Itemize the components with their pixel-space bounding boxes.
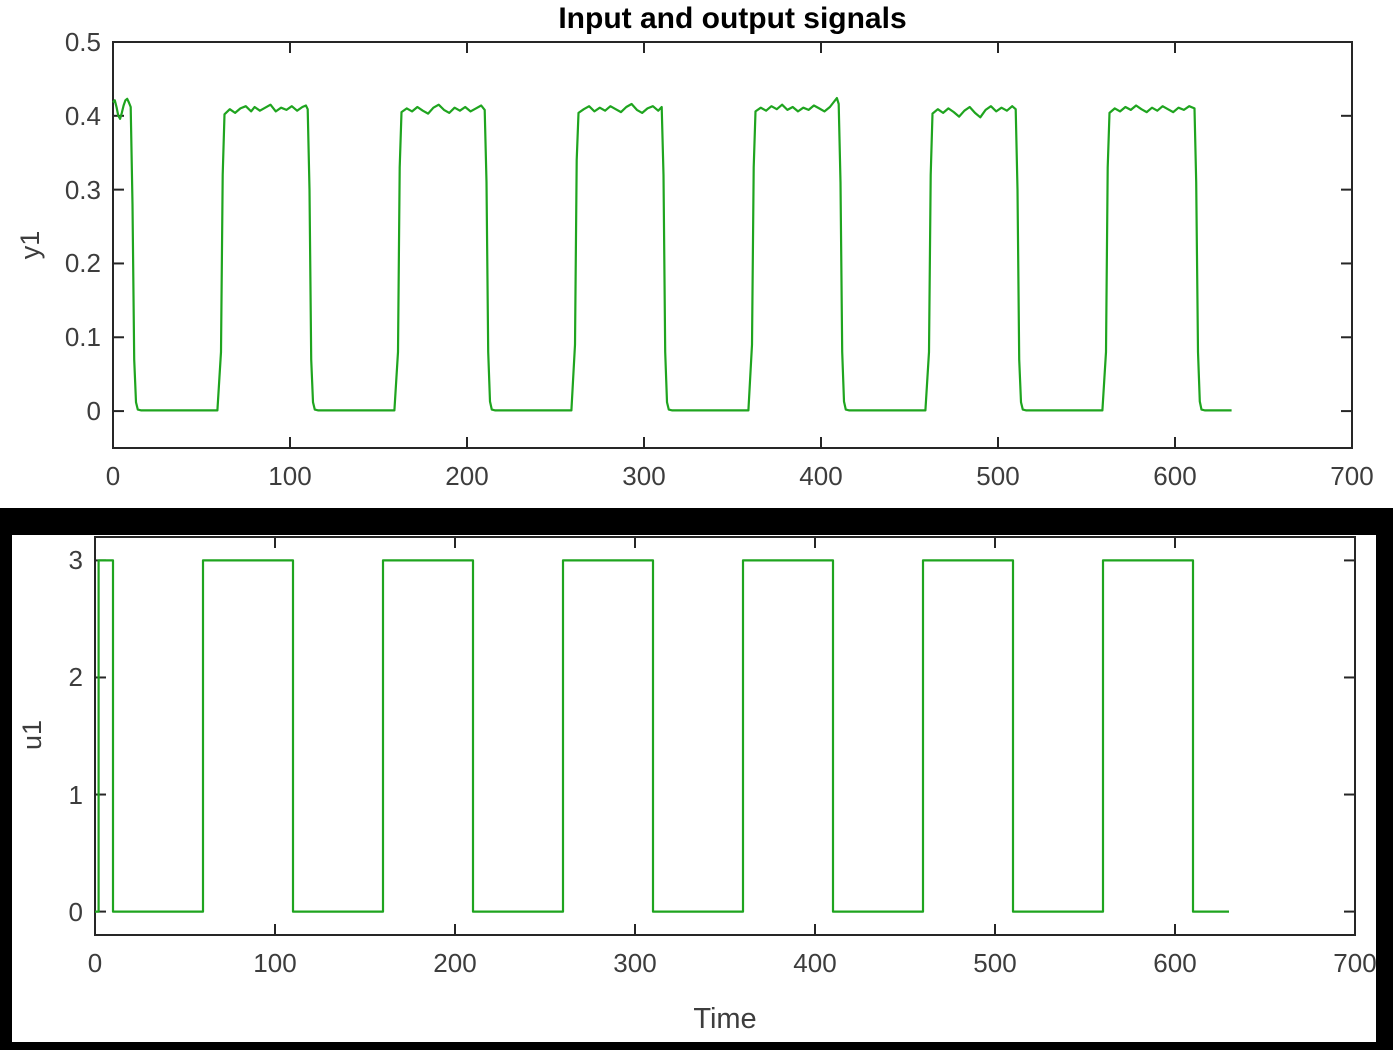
y-tick-label: 0 bbox=[86, 396, 101, 427]
y1-series-line bbox=[112, 96, 1232, 412]
x-tick-label: 200 bbox=[445, 461, 489, 491]
x-tick-label: 300 bbox=[613, 948, 657, 978]
time-axis-label: Time bbox=[693, 1003, 757, 1035]
x-tick-label: 700 bbox=[1333, 948, 1377, 978]
bottom-subplot-background bbox=[12, 535, 1376, 1042]
x-tick-label: 600 bbox=[1153, 461, 1197, 491]
x-tick-label: 200 bbox=[433, 948, 477, 978]
x-tick-label: 100 bbox=[253, 948, 297, 978]
x-tick-label: 100 bbox=[268, 461, 312, 491]
y-tick-label: 0.2 bbox=[64, 248, 101, 279]
input-plot-box bbox=[94, 536, 1356, 936]
bottom-subplot-frame bbox=[0, 508, 1393, 1050]
y-tick-label: 0.3 bbox=[64, 174, 101, 205]
y-tick-label: 1 bbox=[68, 779, 83, 810]
figure-title: Input and output signals bbox=[558, 2, 907, 35]
x-tick-label: 400 bbox=[799, 461, 843, 491]
x-tick-label: 500 bbox=[976, 461, 1020, 491]
output-plot-box bbox=[112, 41, 1353, 449]
y-tick-label: 3 bbox=[68, 545, 83, 576]
y-tick-label: 0.4 bbox=[64, 100, 101, 131]
x-tick-label: 0 bbox=[105, 461, 121, 491]
y-tick-label: 0.1 bbox=[64, 322, 101, 353]
u1-axis-label: u1 bbox=[17, 719, 47, 751]
x-tick-label: 0 bbox=[87, 948, 103, 978]
x-tick-label: 300 bbox=[622, 461, 666, 491]
x-tick-label: 700 bbox=[1330, 461, 1374, 491]
x-tick-label: 500 bbox=[973, 948, 1017, 978]
x-tick-label: 400 bbox=[793, 948, 837, 978]
x-tick-label: 600 bbox=[1153, 948, 1197, 978]
y-tick-label: 2 bbox=[68, 662, 83, 693]
y-tick-label: 0.5 bbox=[64, 27, 101, 57]
u1-series-line bbox=[95, 559, 1229, 913]
y-tick-label: 0 bbox=[68, 896, 83, 927]
